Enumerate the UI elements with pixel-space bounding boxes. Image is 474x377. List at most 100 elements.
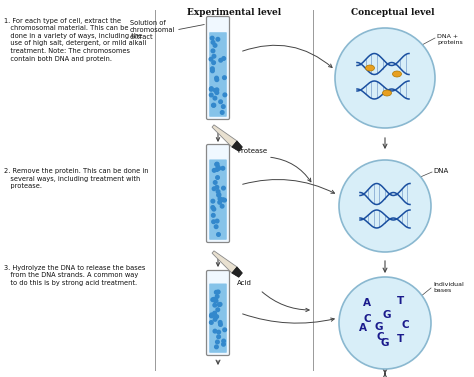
Circle shape [217,233,220,236]
Circle shape [214,89,217,92]
Circle shape [210,36,214,40]
Circle shape [211,41,215,44]
Circle shape [220,111,224,114]
Circle shape [215,185,219,189]
Circle shape [214,225,218,228]
Polygon shape [232,141,242,151]
Circle shape [217,290,220,294]
Circle shape [213,299,217,302]
Text: G: G [381,338,389,348]
Circle shape [210,314,213,318]
Circle shape [217,193,221,196]
Circle shape [216,37,219,41]
Circle shape [210,87,213,90]
FancyBboxPatch shape [207,17,229,120]
Circle shape [339,277,431,369]
Text: DNA: DNA [433,168,448,174]
Circle shape [222,57,226,60]
Circle shape [210,321,213,324]
Text: G: G [375,322,383,332]
Circle shape [223,76,226,80]
Circle shape [213,317,217,321]
Circle shape [219,302,222,306]
Text: 1. For each type of cell, extract the
   chromosomal material. This can be
   do: 1. For each type of cell, extract the ch… [4,18,146,61]
Ellipse shape [365,65,374,71]
Circle shape [211,199,215,203]
Text: T: T [397,296,405,306]
Text: A: A [359,323,367,333]
Circle shape [211,213,215,217]
Circle shape [221,198,225,201]
Circle shape [221,167,225,170]
Circle shape [223,93,227,97]
Circle shape [219,58,222,62]
Circle shape [216,166,220,169]
Circle shape [218,201,221,204]
FancyBboxPatch shape [207,271,229,356]
Circle shape [214,299,218,303]
Text: A: A [363,298,371,308]
Circle shape [215,162,219,166]
FancyBboxPatch shape [209,32,227,117]
Text: 2. Remove the protein. This can be done in
   several ways, including treatment : 2. Remove the protein. This can be done … [4,168,148,189]
Text: Solution of
chromosomal
extract: Solution of chromosomal extract [129,20,175,40]
Circle shape [209,57,213,61]
Text: 3. Hydrolyze the DNA to release the bases
   from the DNA strands. A common way
: 3. Hydrolyze the DNA to release the base… [4,265,146,286]
Text: G: G [383,310,391,320]
Circle shape [335,28,435,128]
Text: C: C [376,332,384,342]
Circle shape [219,323,222,326]
Polygon shape [212,125,237,147]
Circle shape [215,76,219,80]
Circle shape [212,187,216,190]
Circle shape [212,220,215,224]
Circle shape [223,198,226,202]
Text: Conceptual level: Conceptual level [351,8,435,17]
Polygon shape [212,251,237,273]
Circle shape [216,190,220,193]
Circle shape [219,320,222,324]
FancyBboxPatch shape [209,159,227,240]
Circle shape [215,295,219,298]
Circle shape [218,197,222,201]
Circle shape [215,78,219,81]
Circle shape [219,100,222,104]
Circle shape [222,342,225,346]
Ellipse shape [392,71,401,77]
Polygon shape [232,267,242,277]
Circle shape [210,87,213,91]
Text: T: T [397,334,405,344]
Circle shape [215,88,219,92]
Circle shape [217,167,220,170]
FancyBboxPatch shape [209,284,227,353]
Circle shape [223,328,227,332]
Circle shape [210,313,213,317]
Circle shape [211,205,215,209]
Text: C: C [401,320,409,330]
Circle shape [210,93,213,97]
Circle shape [217,335,220,339]
Circle shape [210,69,214,73]
Circle shape [210,67,214,70]
Circle shape [221,105,225,108]
Ellipse shape [383,90,392,96]
Circle shape [215,162,219,166]
Circle shape [217,330,220,334]
Text: Experimental level: Experimental level [187,8,281,17]
Circle shape [215,91,219,94]
Circle shape [213,303,217,307]
Circle shape [218,303,221,307]
Circle shape [212,169,216,172]
Circle shape [211,298,215,302]
Circle shape [339,160,431,252]
Circle shape [216,176,219,179]
Circle shape [216,340,219,344]
Circle shape [211,49,215,53]
Circle shape [215,290,218,294]
Circle shape [215,168,219,172]
Text: C: C [363,314,371,324]
Circle shape [213,329,217,333]
Circle shape [213,44,217,47]
FancyBboxPatch shape [207,144,229,242]
Circle shape [216,308,219,311]
